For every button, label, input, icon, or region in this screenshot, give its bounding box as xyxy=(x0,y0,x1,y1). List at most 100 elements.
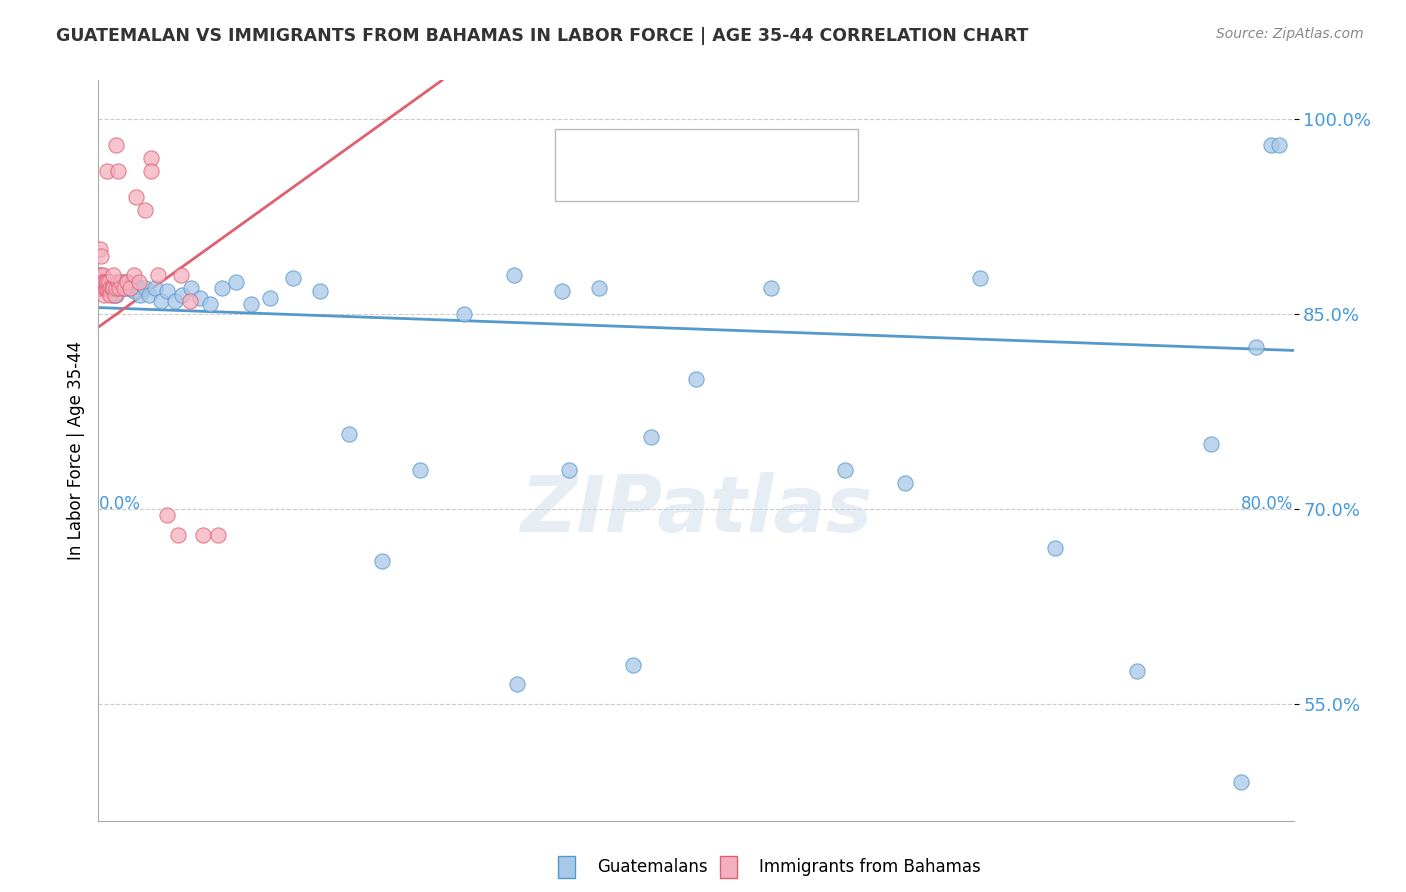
Point xyxy=(558,463,581,477)
Point xyxy=(105,287,128,301)
Point xyxy=(97,281,120,295)
Text: Source: ZipAtlas.com: Source: ZipAtlas.com xyxy=(1216,27,1364,41)
Point xyxy=(120,281,142,295)
Point xyxy=(91,281,114,295)
Point xyxy=(408,463,430,477)
Text: N =: N = xyxy=(721,172,758,190)
Point xyxy=(1260,138,1282,153)
Point xyxy=(108,281,131,295)
Point xyxy=(339,426,361,441)
Point xyxy=(453,307,475,321)
Point xyxy=(139,151,162,165)
Point xyxy=(156,508,179,523)
Point xyxy=(621,657,644,672)
Point xyxy=(103,281,125,295)
Point xyxy=(90,281,112,295)
Point xyxy=(180,281,202,295)
Point xyxy=(156,284,179,298)
Point xyxy=(97,278,120,293)
Text: 50: 50 xyxy=(763,172,786,190)
Point xyxy=(91,268,114,282)
Point xyxy=(239,296,262,310)
Point xyxy=(108,281,131,295)
Point xyxy=(91,275,114,289)
Point xyxy=(93,278,115,293)
Point xyxy=(211,281,233,295)
Point xyxy=(89,281,111,295)
Point xyxy=(138,287,160,301)
Point xyxy=(97,284,120,298)
Point xyxy=(94,281,117,295)
Point xyxy=(1125,665,1147,679)
Text: 73: 73 xyxy=(763,140,787,158)
Point xyxy=(96,281,118,295)
Point xyxy=(1244,340,1267,354)
Point xyxy=(685,372,707,386)
Point xyxy=(107,164,129,178)
Point xyxy=(94,275,117,289)
Point xyxy=(110,275,132,289)
Point xyxy=(191,528,214,542)
Point xyxy=(124,268,146,282)
Point xyxy=(134,203,156,218)
Point xyxy=(502,268,524,282)
Point xyxy=(103,268,125,282)
Point xyxy=(188,292,211,306)
Text: GUATEMALAN VS IMMIGRANTS FROM BAHAMAS IN LABOR FORCE | AGE 35-44 CORRELATION CHA: GUATEMALAN VS IMMIGRANTS FROM BAHAMAS IN… xyxy=(56,27,1029,45)
Text: ZIPatlas: ZIPatlas xyxy=(520,472,872,548)
Point xyxy=(90,249,112,263)
Point xyxy=(111,281,134,295)
Point xyxy=(134,281,156,295)
Point xyxy=(98,287,122,301)
Point xyxy=(588,281,610,295)
Point xyxy=(90,268,112,282)
Point xyxy=(1043,541,1066,555)
Point xyxy=(166,528,188,542)
Point xyxy=(163,294,186,309)
Point xyxy=(105,281,128,295)
Point xyxy=(98,284,122,298)
Text: 80.0%: 80.0% xyxy=(1241,495,1294,513)
Point xyxy=(105,138,128,153)
Point xyxy=(1267,138,1289,153)
Point xyxy=(96,281,118,295)
Point xyxy=(112,281,135,295)
Point xyxy=(127,278,149,293)
Point xyxy=(114,281,136,295)
Point xyxy=(91,281,114,295)
Point xyxy=(150,294,173,309)
Point xyxy=(103,281,125,295)
Point xyxy=(93,270,115,285)
Point xyxy=(96,275,118,289)
Point xyxy=(640,430,662,444)
Point xyxy=(90,281,112,295)
Point xyxy=(128,275,150,289)
Point xyxy=(169,268,191,282)
Point xyxy=(105,275,128,289)
Text: -0.090: -0.090 xyxy=(654,140,713,158)
Point xyxy=(1201,437,1223,451)
Point xyxy=(110,275,132,289)
Point xyxy=(179,294,201,309)
Point xyxy=(894,475,917,490)
Point xyxy=(101,281,124,295)
Text: Guatemalans: Guatemalans xyxy=(598,858,709,876)
Point xyxy=(91,275,114,289)
Point xyxy=(259,292,281,306)
Point xyxy=(118,281,141,295)
Point xyxy=(172,287,194,301)
Point xyxy=(124,284,146,298)
Point xyxy=(200,296,222,310)
Y-axis label: In Labor Force | Age 35-44: In Labor Force | Age 35-44 xyxy=(66,341,84,560)
Point xyxy=(104,287,127,301)
Text: R =: R = xyxy=(609,140,645,158)
Text: 0.0%: 0.0% xyxy=(98,495,141,513)
Point xyxy=(89,281,111,295)
Point xyxy=(107,278,129,293)
Point xyxy=(112,275,135,289)
Point xyxy=(550,284,572,298)
Point xyxy=(89,242,111,256)
Point xyxy=(97,275,120,289)
Point xyxy=(129,287,152,301)
Point xyxy=(98,281,122,295)
